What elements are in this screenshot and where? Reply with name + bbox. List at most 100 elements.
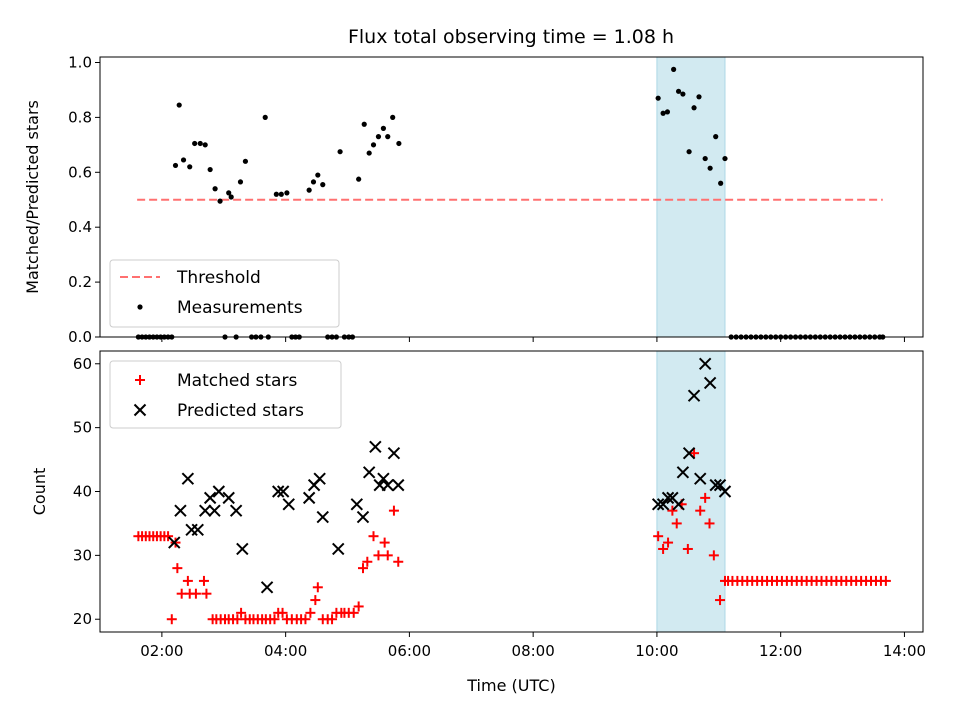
matched-stars-point bbox=[312, 582, 323, 593]
predicted-stars-point bbox=[168, 536, 181, 549]
measurements-point bbox=[217, 198, 223, 204]
measurements-point bbox=[212, 186, 218, 192]
x-tick-label: 06:00 bbox=[388, 642, 431, 660]
legend-matched-swatch bbox=[135, 375, 145, 385]
predicted-stars-point bbox=[282, 498, 295, 511]
matched-stars-point bbox=[277, 607, 288, 618]
matched-stars-point bbox=[190, 588, 201, 599]
matched-stars-point bbox=[327, 614, 338, 625]
measurements-point bbox=[192, 140, 198, 147]
measurements-point bbox=[228, 194, 234, 200]
measurements-point bbox=[691, 105, 697, 111]
count-x-ticks: 02:00 04:00 06:00 08:00 10:00 12:00 14:00 bbox=[140, 632, 926, 660]
matched-stars-point bbox=[663, 537, 674, 548]
measurements-point bbox=[380, 125, 387, 131]
matched-stars-point bbox=[379, 537, 390, 548]
x-tick-label: 08:00 bbox=[512, 642, 555, 660]
predicted-stars-point-b bbox=[276, 485, 290, 498]
measurements-point bbox=[707, 165, 713, 171]
predicted-stars-point-b bbox=[666, 491, 679, 505]
predicted-stars-point-b bbox=[236, 542, 249, 556]
predicted-stars-point-b bbox=[181, 472, 195, 485]
measurements-point bbox=[278, 191, 284, 197]
ratio-y-axis-label: Matched/Predicted stars bbox=[23, 100, 42, 294]
matched-stars-point bbox=[373, 550, 384, 561]
matched-stars-point bbox=[667, 505, 678, 516]
predicted-stars-point-b bbox=[313, 472, 326, 485]
matched-stars-point bbox=[715, 595, 726, 606]
y-tick-label: 30 bbox=[73, 546, 92, 564]
predicted-stars-point bbox=[174, 504, 187, 517]
predicted-stars-point-b bbox=[698, 357, 712, 370]
matched-stars-point bbox=[689, 448, 700, 459]
predicted-stars-point-b bbox=[703, 376, 717, 390]
predicted-stars-point-b bbox=[381, 478, 394, 492]
matched-stars-point bbox=[269, 614, 280, 625]
predicted-stars-point-b bbox=[362, 466, 376, 479]
measurements-point bbox=[202, 142, 208, 148]
predicted-stars-point-b bbox=[694, 472, 707, 485]
measurements-point bbox=[237, 179, 244, 185]
measurements-point bbox=[396, 140, 402, 147]
matched-stars-point bbox=[382, 550, 393, 561]
matched-stars-point bbox=[182, 575, 193, 586]
predicted-stars-point bbox=[302, 491, 316, 505]
predicted-stars-point-b bbox=[676, 466, 690, 479]
predicted-stars-point-b bbox=[350, 498, 364, 511]
legend-x-mark bbox=[133, 403, 147, 417]
y-tick-label: 0.4 bbox=[68, 218, 92, 236]
measurements-point bbox=[660, 110, 666, 116]
legend-x-mark-b bbox=[133, 403, 147, 417]
predicted-stars-point bbox=[212, 485, 226, 498]
predicted-stars-point bbox=[350, 498, 364, 511]
matched-stars-point bbox=[362, 556, 373, 567]
measurements-point bbox=[180, 157, 187, 163]
measurements-point bbox=[390, 114, 396, 120]
predicted-stars-point bbox=[272, 485, 285, 498]
predicted-stars-point-b bbox=[229, 504, 243, 517]
predicted-stars-point bbox=[718, 485, 732, 498]
measurements-point bbox=[337, 149, 343, 155]
measurements-point bbox=[306, 187, 312, 193]
ratio-legend-box bbox=[109, 259, 340, 328]
measurements-point bbox=[176, 102, 182, 108]
predicted-stars-point-b bbox=[316, 510, 329, 524]
predicted-stars-point bbox=[229, 504, 243, 517]
matched-stars-point bbox=[310, 595, 321, 606]
measurements-point bbox=[226, 190, 232, 196]
predicted-stars-point-b bbox=[682, 446, 696, 460]
predicted-stars-point bbox=[698, 357, 712, 370]
predicted-stars-point bbox=[687, 389, 701, 402]
predicted-stars-point bbox=[651, 498, 665, 511]
predicted-stars-point bbox=[703, 376, 717, 390]
predicted-stars-point-b bbox=[174, 504, 187, 517]
matched-stars-point bbox=[353, 601, 364, 612]
measurements-point bbox=[320, 182, 326, 188]
predicted-stars-point bbox=[661, 491, 675, 505]
measurements-point bbox=[284, 190, 290, 196]
matched-stars-point bbox=[653, 531, 664, 542]
predicted-stars-point bbox=[276, 485, 290, 498]
y-tick-label: 60 bbox=[73, 355, 92, 373]
matched-stars-point bbox=[172, 563, 183, 574]
measurements-point bbox=[722, 155, 728, 162]
predicted-stars-point bbox=[332, 542, 345, 556]
matched-stars-point bbox=[348, 607, 359, 618]
matched-stars-point bbox=[671, 518, 682, 529]
predicted-stars-point-b bbox=[687, 389, 701, 402]
predicted-stars-point-b bbox=[272, 485, 285, 498]
predicted-stars-point bbox=[713, 478, 727, 492]
matched-stars-point bbox=[300, 614, 311, 625]
predicted-stars-point bbox=[181, 472, 195, 485]
predicted-stars-point bbox=[313, 472, 326, 485]
matched-stars-point bbox=[700, 492, 711, 503]
predicted-stars-point bbox=[316, 510, 329, 524]
predicted-stars-point bbox=[208, 504, 221, 517]
count-legend-box bbox=[109, 360, 342, 429]
predicted-stars-point-b bbox=[718, 485, 732, 498]
predicted-stars-point-b bbox=[387, 446, 401, 460]
count-y-ticks: 20 30 40 50 60 bbox=[73, 355, 100, 628]
matched-stars-point bbox=[695, 505, 706, 516]
matched-stars-point bbox=[305, 607, 316, 618]
